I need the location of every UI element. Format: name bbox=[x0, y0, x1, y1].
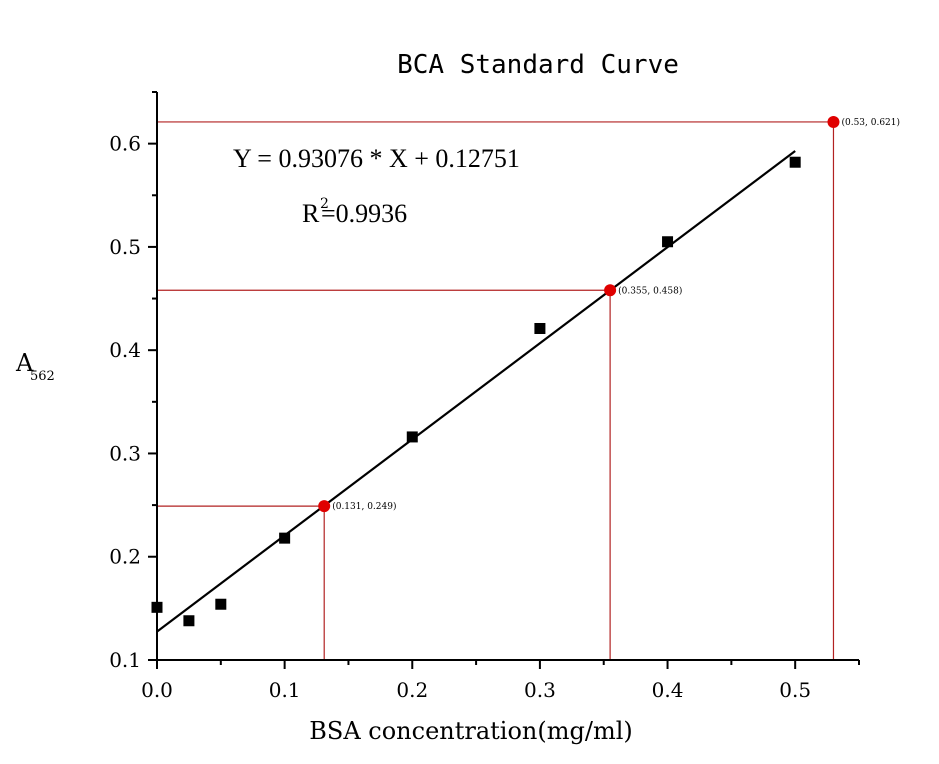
x-axis-label: BSA concentration(mg/ml) bbox=[309, 717, 633, 745]
x-ticks: 0.0 0.1 0.2 0.3 0.4 0.5 bbox=[141, 660, 860, 702]
y-axis-label-subscript: 562 bbox=[30, 369, 55, 384]
r-squared-superscript: 2 bbox=[320, 196, 329, 212]
data-point bbox=[215, 598, 227, 610]
y-axis-label-main: A bbox=[15, 349, 34, 377]
x-tick-label: 0.2 bbox=[396, 678, 428, 702]
highlighted-point bbox=[318, 500, 331, 513]
y-axis-label: A 562 bbox=[15, 349, 55, 384]
x-tick-label: 0.1 bbox=[269, 678, 301, 702]
data-point bbox=[279, 532, 291, 544]
x-tick-label: 0.3 bbox=[524, 678, 556, 702]
highlighted-point bbox=[604, 284, 617, 297]
data-point bbox=[406, 431, 418, 443]
r-squared-value: =0.9936 bbox=[321, 199, 407, 228]
y-ticks: 0.1 0.2 0.3 0.4 0.5 0.6 bbox=[109, 91, 157, 672]
data-point bbox=[789, 156, 801, 168]
data-point bbox=[662, 236, 674, 248]
highlighted-point-label: (0.355, 0.458) bbox=[618, 285, 682, 296]
highlighted-point bbox=[827, 115, 840, 128]
axes bbox=[156, 92, 859, 661]
data-point bbox=[183, 615, 195, 627]
x-tick-label: 0.5 bbox=[779, 678, 811, 702]
fit-equation: Y = 0.93076 * X + 0.12751 bbox=[233, 144, 520, 173]
y-tick-label: 0.5 bbox=[109, 235, 141, 259]
highlighted-point-label: (0.53, 0.621) bbox=[841, 117, 900, 128]
x-tick-label: 0.4 bbox=[652, 678, 684, 702]
y-tick-label: 0.3 bbox=[109, 441, 141, 465]
fit-line bbox=[156, 150, 796, 633]
x-tick-label: 0.0 bbox=[141, 678, 173, 702]
highlighted-point-label: (0.131, 0.249) bbox=[332, 501, 396, 512]
highlighted-points: (0.131, 0.249) (0.355, 0.458) (0.53, 0.621… bbox=[318, 115, 900, 513]
chart-title: BCA Standard Curve bbox=[397, 50, 679, 80]
y-tick-label: 0.4 bbox=[109, 338, 141, 362]
r-squared-label: R 2 =0.9936 bbox=[302, 196, 407, 228]
y-tick-label: 0.6 bbox=[109, 132, 141, 156]
data-point bbox=[534, 322, 546, 334]
y-tick-label: 0.1 bbox=[109, 648, 141, 672]
guide-lines bbox=[157, 121, 835, 660]
y-tick-label: 0.2 bbox=[109, 545, 141, 569]
r-squared-prefix: R bbox=[302, 199, 320, 228]
fit-line-group bbox=[156, 150, 796, 633]
